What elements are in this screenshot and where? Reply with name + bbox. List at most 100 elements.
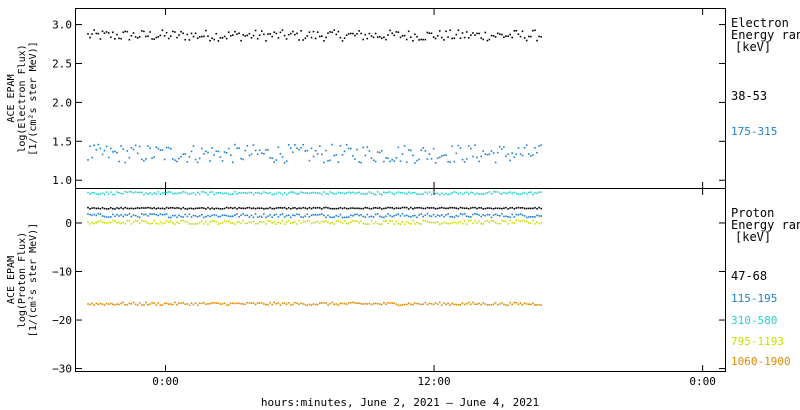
data-point [219,156,222,158]
data-point [426,212,429,215]
data-point [145,301,147,304]
data-point [430,221,433,224]
data-point [242,219,244,222]
data-point [296,208,298,210]
data-point [196,191,199,194]
data-point [499,207,501,210]
data-point [118,160,120,163]
data-point [273,221,275,223]
data-point [180,215,182,218]
data-point [490,150,493,152]
x-tick-label: 12:00 [418,375,451,388]
data-point [285,221,288,223]
data-point [101,30,104,33]
data-point [227,304,230,306]
data-point [203,35,205,38]
data-point [188,223,191,225]
data-point [426,192,429,195]
data-point [230,222,232,224]
data-point [155,36,158,39]
data-point [283,206,286,209]
data-point [124,30,126,33]
data-point [126,304,129,306]
data-point [147,304,149,306]
data-point [118,303,120,306]
data-point [379,151,381,154]
data-point [153,207,155,209]
data-point [223,151,226,153]
data-point [513,30,516,32]
electron-y-axis-label: ACE EPAM log(Electron Flux) [1/(cm²s ster … [6,41,39,155]
data-point [302,303,304,305]
data-point [540,191,542,193]
data-point [463,220,466,222]
data-point [494,161,497,164]
data-point [157,223,160,225]
data-point [89,36,91,39]
data-point [434,215,437,218]
data-point [273,31,275,33]
data-point [316,220,319,223]
data-point [130,191,133,193]
data-point [95,207,98,210]
data-point [198,207,201,209]
data-point [414,207,416,209]
data-point [155,213,158,216]
data-point [488,38,491,41]
data-point [405,303,408,306]
data-point [517,214,520,216]
data-point [476,207,478,210]
data-point [457,215,460,218]
data-point [534,223,536,225]
data-point [519,213,522,215]
data-point [354,220,356,223]
data-point [467,208,470,210]
data-point [95,148,98,151]
data-point [141,219,143,222]
data-point [221,221,224,224]
data-point [354,213,356,216]
data-point [236,193,238,195]
data-point [242,191,244,194]
data-point [391,207,393,209]
data-point [105,145,108,148]
data-point [186,161,189,163]
data-point [302,206,304,209]
data-point [292,151,294,153]
data-point [441,222,443,225]
data-point [430,158,433,160]
data-point [252,302,255,304]
data-point [403,223,406,225]
data-point [114,220,116,222]
data-point [161,192,164,194]
data-point [95,214,98,217]
data-point [488,153,491,156]
data-point [393,223,395,225]
data-point [376,213,379,215]
data-point [424,191,427,193]
data-point [134,36,137,38]
data-point [128,191,131,193]
data-point [354,192,356,195]
data-point [143,207,145,209]
data-point [345,216,348,218]
data-point [198,193,201,195]
data-point [513,222,516,224]
data-point [215,192,218,194]
data-point [217,207,220,210]
data-point [350,147,352,150]
proton-data-points [87,191,542,307]
data-point [447,207,449,210]
data-point [141,30,143,32]
data-point [335,154,338,156]
data-point [463,192,466,194]
data-point [401,213,404,215]
data-point [474,212,476,215]
data-point [496,191,499,193]
data-point [93,213,95,216]
data-point [443,154,445,156]
data-point [393,302,395,304]
data-point [120,214,122,216]
data-point [407,302,410,305]
data-point [418,39,420,41]
